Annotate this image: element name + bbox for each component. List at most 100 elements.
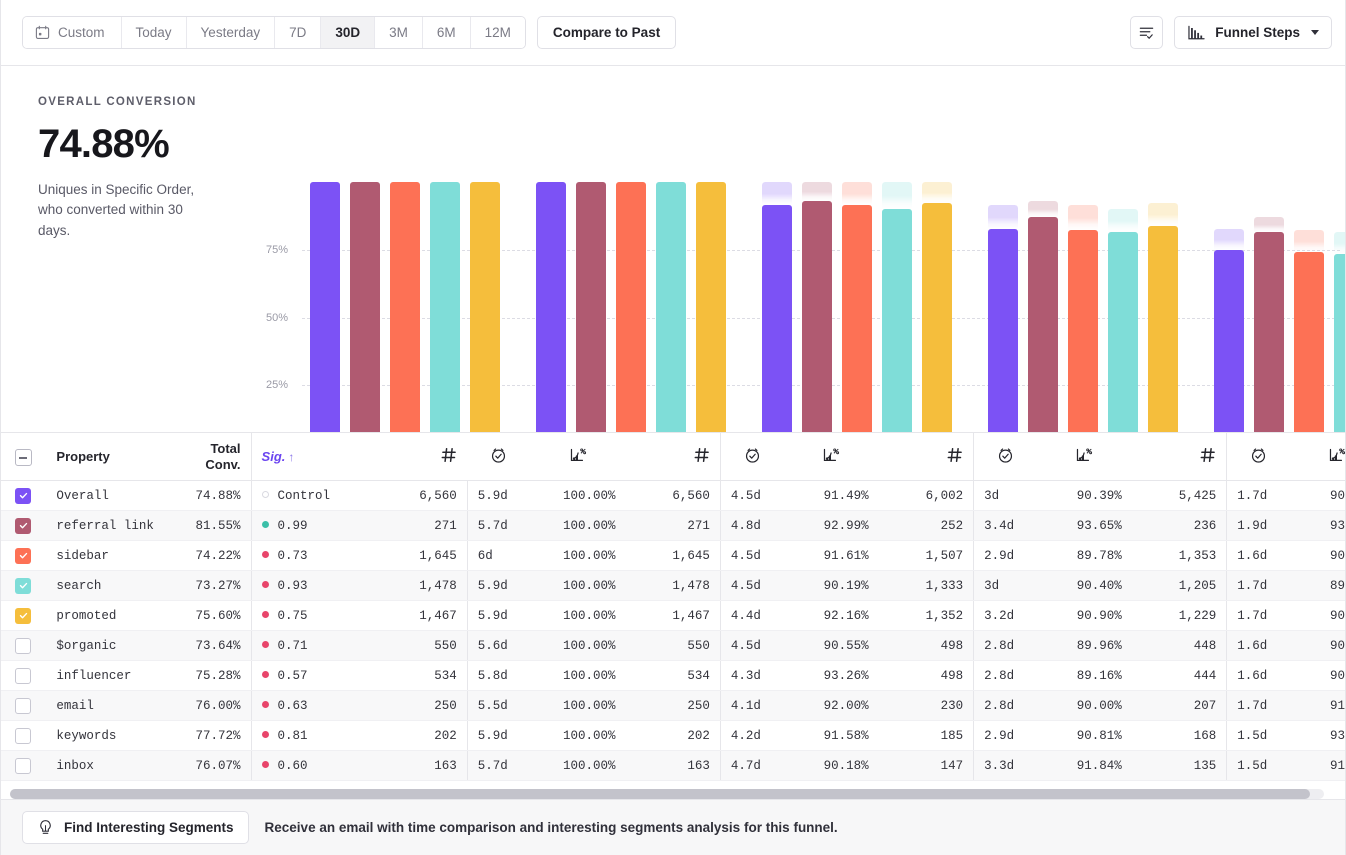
property-name-cell[interactable]: promoted xyxy=(46,600,184,632)
bar[interactable] xyxy=(1254,231,1284,432)
step3-count-header[interactable] xyxy=(878,433,974,482)
property-name-cell[interactable]: $organic xyxy=(46,630,184,662)
property-name-cell[interactable]: sidebar xyxy=(46,540,184,572)
range-today[interactable]: Today xyxy=(121,17,187,48)
row-select-cell[interactable] xyxy=(0,720,47,752)
row-checkbox[interactable] xyxy=(15,547,32,564)
row-select-cell[interactable] xyxy=(0,480,47,512)
collapse-all-header[interactable] xyxy=(0,433,47,482)
table-row[interactable]: promoted 75.60% 0.75 1,467 5.9d 100.00% 1,467 4… xyxy=(0,600,1346,632)
row-checkbox[interactable] xyxy=(15,607,32,624)
bar[interactable] xyxy=(1148,225,1178,432)
property-name-cell[interactable]: search xyxy=(46,570,184,602)
step4-count-header[interactable] xyxy=(1131,433,1227,482)
row-checkbox[interactable] xyxy=(15,757,32,774)
property-header[interactable]: Property xyxy=(46,433,184,482)
row-select-cell[interactable] xyxy=(0,750,47,782)
segments-table-region[interactable]: Property Total Conv. Sig. ↑ xyxy=(0,433,1346,799)
bar[interactable] xyxy=(430,182,460,432)
row-checkbox[interactable] xyxy=(15,637,32,654)
row-checkbox[interactable] xyxy=(15,697,32,714)
table-row[interactable]: influencer 75.28% 0.57 534 5.8d 100.00% 534 4.3… xyxy=(0,660,1346,692)
find-interesting-segments-button[interactable]: Find Interesting Segments xyxy=(22,811,249,844)
property-name-cell[interactable]: email xyxy=(46,690,184,722)
row-checkbox[interactable] xyxy=(15,487,32,504)
row-select-cell[interactable] xyxy=(0,510,47,542)
minus-box-icon[interactable] xyxy=(14,449,32,467)
property-name-cell[interactable]: inbox xyxy=(46,750,184,782)
step5-rate-header[interactable] xyxy=(1290,433,1346,482)
row-select-cell[interactable] xyxy=(0,690,47,722)
range-3m[interactable]: 3M xyxy=(375,17,423,48)
date-range-segmented-control[interactable]: Custom Today Yesterday 7D 30D 3M 6M 12M xyxy=(22,16,526,49)
bar[interactable] xyxy=(882,208,912,432)
step3-time-header[interactable] xyxy=(719,433,784,482)
row-checkbox[interactable] xyxy=(15,517,32,534)
significance-dot xyxy=(261,760,269,768)
bar[interactable] xyxy=(390,182,420,432)
row-select-cell[interactable] xyxy=(0,630,47,662)
table-row[interactable]: inbox 76.07% 0.60 163 5.7d 100.00% 163 4.7d 90.1… xyxy=(0,750,1346,782)
range-yesterday[interactable]: Yesterday xyxy=(186,17,276,48)
step2-rate-header[interactable] xyxy=(530,433,626,482)
bar[interactable] xyxy=(310,182,340,432)
table-row[interactable]: search 73.27% 0.93 1,478 5.9d 100.00% 1,478 4.5… xyxy=(0,570,1346,602)
step1-count-header[interactable] xyxy=(372,433,468,482)
horizontal-scrollbar-track[interactable] xyxy=(10,789,1324,799)
bar[interactable] xyxy=(470,182,500,432)
range-7d[interactable]: 7D xyxy=(275,17,322,48)
bar[interactable] xyxy=(616,182,646,432)
row-select-cell[interactable] xyxy=(0,660,47,692)
table-row[interactable]: email 76.00% 0.63 250 5.5d 100.00% 250 4.1d 92.0… xyxy=(0,690,1346,722)
step3-rate-header[interactable] xyxy=(783,433,879,482)
compare-to-past-button[interactable]: Compare to Past xyxy=(536,16,677,49)
table-row[interactable]: referral link 81.55% 0.99 271 5.7d 100.00% 271… xyxy=(0,510,1346,542)
significance-cell: 0.75 xyxy=(250,600,373,632)
bar[interactable] xyxy=(842,204,872,432)
filter-settings-button[interactable] xyxy=(1130,16,1164,49)
bar[interactable] xyxy=(696,182,726,432)
row-checkbox[interactable] xyxy=(15,667,32,684)
row-select-cell[interactable] xyxy=(0,600,47,632)
property-name-cell[interactable]: referral link xyxy=(46,510,184,542)
bar[interactable] xyxy=(1294,251,1324,432)
step2-count-header[interactable] xyxy=(625,433,721,482)
bar[interactable] xyxy=(1028,217,1058,432)
step4-time-header[interactable] xyxy=(973,433,1037,482)
bar[interactable] xyxy=(762,205,792,432)
total-conv-header[interactable]: Total Conv. xyxy=(183,433,252,482)
bar[interactable] xyxy=(656,182,686,432)
sig-header[interactable]: Sig. ↑ xyxy=(250,433,373,482)
bar[interactable] xyxy=(1068,230,1098,432)
bar[interactable] xyxy=(350,182,380,432)
step5-time-header[interactable] xyxy=(1226,433,1291,482)
bar[interactable] xyxy=(1334,254,1346,432)
table-row[interactable]: sidebar 74.22% 0.73 1,645 6d 100.00% 1,645 4.5d… xyxy=(0,540,1346,572)
range-6m[interactable]: 6M xyxy=(422,17,471,48)
bar[interactable] xyxy=(802,200,832,432)
table-row[interactable]: Overall 74.88% Control 6,560 5.9d 100.00% 6,56… xyxy=(0,480,1346,512)
property-name-cell[interactable]: influencer xyxy=(46,660,184,692)
bar[interactable] xyxy=(988,228,1018,432)
funnel-steps-dropdown[interactable]: Funnel Steps xyxy=(1174,16,1332,49)
step4-rate-header[interactable] xyxy=(1036,433,1132,482)
significance-cell: 0.81 xyxy=(250,720,373,752)
bar[interactable] xyxy=(1108,232,1138,432)
table-row[interactable]: keywords 77.72% 0.81 202 5.9d 100.00% 202 4.2d 9… xyxy=(0,720,1346,752)
range-custom[interactable]: Custom xyxy=(23,17,122,48)
bar[interactable] xyxy=(536,182,566,432)
range-30d[interactable]: 30D xyxy=(321,17,376,48)
property-name-cell[interactable]: keywords xyxy=(46,720,184,752)
row-select-cell[interactable] xyxy=(0,570,47,602)
row-select-cell[interactable] xyxy=(0,540,47,572)
row-checkbox[interactable] xyxy=(15,727,32,744)
bar[interactable] xyxy=(922,203,952,432)
bar[interactable] xyxy=(1214,250,1244,432)
horizontal-scrollbar-thumb[interactable] xyxy=(10,789,1310,799)
property-name-cell[interactable]: Overall xyxy=(46,480,184,512)
range-12m[interactable]: 12M xyxy=(470,17,525,48)
step2-time-header[interactable] xyxy=(467,433,531,482)
table-row[interactable]: $organic 73.64% 0.71 550 5.6d 100.00% 550 4.5d 9… xyxy=(0,630,1346,662)
bar[interactable] xyxy=(576,182,606,432)
row-checkbox[interactable] xyxy=(15,577,32,594)
